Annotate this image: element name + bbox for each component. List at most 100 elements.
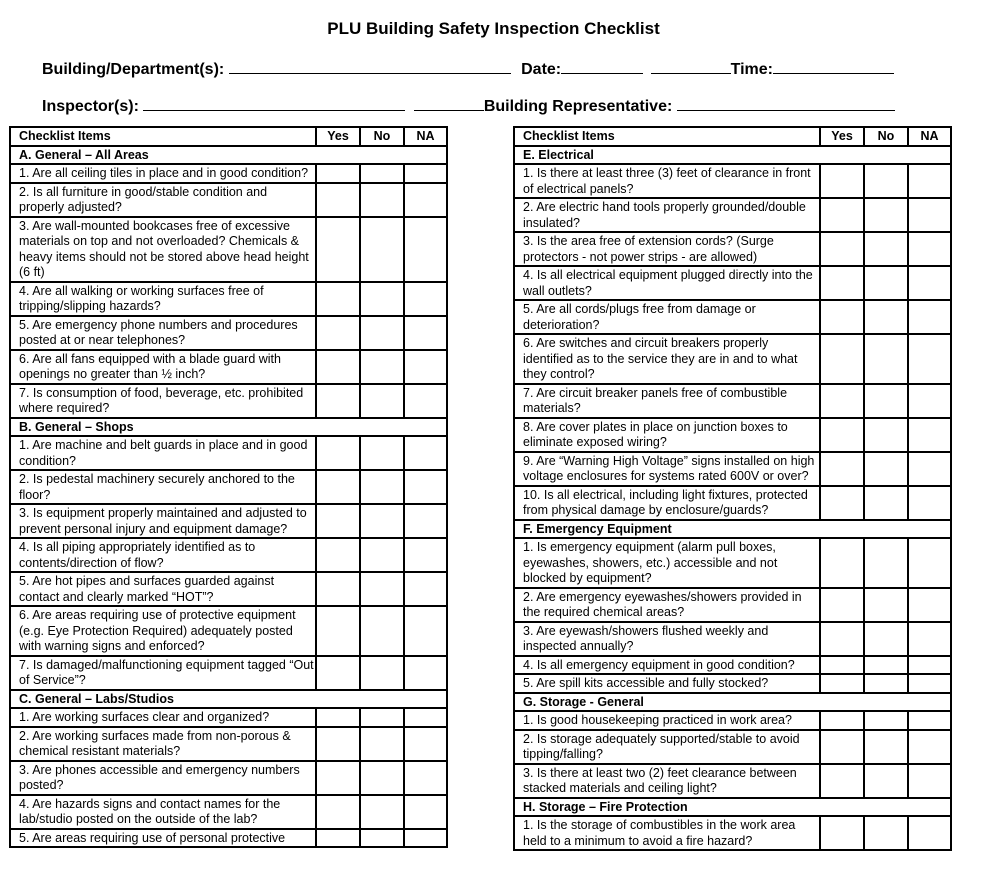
- na-checkbox-cell[interactable]: [907, 450, 952, 487]
- no-checkbox-cell[interactable]: [359, 382, 405, 419]
- yes-checkbox-cell[interactable]: [315, 605, 361, 657]
- na-checkbox-cell[interactable]: [403, 725, 448, 762]
- no-checkbox-cell[interactable]: [359, 605, 405, 657]
- na-checkbox-cell[interactable]: [403, 469, 448, 505]
- date-field-2[interactable]: [650, 59, 731, 74]
- yes-checkbox-cell[interactable]: [315, 503, 361, 539]
- no-checkbox-cell[interactable]: [359, 314, 405, 351]
- yes-checkbox-cell[interactable]: [315, 163, 361, 184]
- inspector-field[interactable]: [143, 96, 406, 111]
- no-checkbox-cell[interactable]: [359, 827, 405, 848]
- yes-checkbox-cell[interactable]: [819, 333, 865, 385]
- rep-field[interactable]: [676, 96, 895, 111]
- no-checkbox-cell[interactable]: [863, 815, 909, 851]
- no-checkbox-cell[interactable]: [359, 435, 405, 471]
- no-checkbox-cell[interactable]: [863, 762, 909, 799]
- na-checkbox-cell[interactable]: [907, 299, 952, 335]
- na-checkbox-cell[interactable]: [403, 605, 448, 657]
- no-checkbox-cell[interactable]: [863, 654, 909, 675]
- no-checkbox-cell[interactable]: [359, 469, 405, 505]
- yes-checkbox-cell[interactable]: [315, 707, 361, 728]
- yes-checkbox-cell[interactable]: [819, 163, 865, 199]
- no-checkbox-cell[interactable]: [863, 620, 909, 657]
- yes-checkbox-cell[interactable]: [315, 215, 361, 283]
- yes-checkbox-cell[interactable]: [819, 815, 865, 851]
- no-checkbox-cell[interactable]: [863, 333, 909, 385]
- yes-checkbox-cell[interactable]: [315, 654, 361, 691]
- no-checkbox-cell[interactable]: [863, 728, 909, 765]
- na-checkbox-cell[interactable]: [403, 181, 448, 218]
- na-checkbox-cell[interactable]: [907, 620, 952, 657]
- na-checkbox-cell[interactable]: [403, 537, 448, 573]
- yes-checkbox-cell[interactable]: [315, 280, 361, 317]
- no-checkbox-cell[interactable]: [863, 484, 909, 521]
- no-checkbox-cell[interactable]: [359, 537, 405, 573]
- yes-checkbox-cell[interactable]: [819, 197, 865, 233]
- yes-checkbox-cell[interactable]: [819, 299, 865, 335]
- na-checkbox-cell[interactable]: [907, 673, 952, 694]
- no-checkbox-cell[interactable]: [359, 163, 405, 184]
- na-checkbox-cell[interactable]: [907, 231, 952, 267]
- yes-checkbox-cell[interactable]: [315, 314, 361, 351]
- yes-checkbox-cell[interactable]: [315, 725, 361, 762]
- yes-checkbox-cell[interactable]: [819, 231, 865, 267]
- no-checkbox-cell[interactable]: [863, 197, 909, 233]
- yes-checkbox-cell[interactable]: [819, 484, 865, 521]
- yes-checkbox-cell[interactable]: [315, 827, 361, 848]
- yes-checkbox-cell[interactable]: [819, 728, 865, 765]
- no-checkbox-cell[interactable]: [359, 503, 405, 539]
- na-checkbox-cell[interactable]: [403, 827, 448, 848]
- na-checkbox-cell[interactable]: [403, 348, 448, 385]
- yes-checkbox-cell[interactable]: [315, 759, 361, 796]
- yes-checkbox-cell[interactable]: [819, 762, 865, 799]
- na-checkbox-cell[interactable]: [403, 654, 448, 691]
- yes-checkbox-cell[interactable]: [315, 537, 361, 573]
- no-checkbox-cell[interactable]: [863, 163, 909, 199]
- no-checkbox-cell[interactable]: [359, 181, 405, 218]
- yes-checkbox-cell[interactable]: [819, 265, 865, 301]
- yes-checkbox-cell[interactable]: [315, 469, 361, 505]
- yes-checkbox-cell[interactable]: [315, 181, 361, 218]
- na-checkbox-cell[interactable]: [907, 537, 952, 589]
- date-field-1[interactable]: [561, 59, 644, 74]
- yes-checkbox-cell[interactable]: [819, 710, 865, 731]
- no-checkbox-cell[interactable]: [863, 586, 909, 623]
- no-checkbox-cell[interactable]: [359, 571, 405, 607]
- yes-checkbox-cell[interactable]: [819, 654, 865, 675]
- na-checkbox-cell[interactable]: [403, 215, 448, 283]
- yes-checkbox-cell[interactable]: [819, 673, 865, 694]
- na-checkbox-cell[interactable]: [907, 416, 952, 453]
- no-checkbox-cell[interactable]: [359, 725, 405, 762]
- no-checkbox-cell[interactable]: [359, 215, 405, 283]
- no-checkbox-cell[interactable]: [863, 231, 909, 267]
- na-checkbox-cell[interactable]: [907, 163, 952, 199]
- no-checkbox-cell[interactable]: [863, 710, 909, 731]
- na-checkbox-cell[interactable]: [403, 503, 448, 539]
- na-checkbox-cell[interactable]: [403, 707, 448, 728]
- no-checkbox-cell[interactable]: [359, 654, 405, 691]
- yes-checkbox-cell[interactable]: [315, 793, 361, 830]
- na-checkbox-cell[interactable]: [907, 728, 952, 765]
- na-checkbox-cell[interactable]: [907, 382, 952, 419]
- na-checkbox-cell[interactable]: [907, 333, 952, 385]
- yes-checkbox-cell[interactable]: [315, 435, 361, 471]
- yes-checkbox-cell[interactable]: [315, 571, 361, 607]
- no-checkbox-cell[interactable]: [359, 759, 405, 796]
- na-checkbox-cell[interactable]: [403, 793, 448, 830]
- na-checkbox-cell[interactable]: [907, 484, 952, 521]
- na-checkbox-cell[interactable]: [907, 654, 952, 675]
- na-checkbox-cell[interactable]: [907, 586, 952, 623]
- na-checkbox-cell[interactable]: [907, 710, 952, 731]
- no-checkbox-cell[interactable]: [863, 537, 909, 589]
- no-checkbox-cell[interactable]: [359, 707, 405, 728]
- time-field[interactable]: [772, 59, 894, 74]
- no-checkbox-cell[interactable]: [359, 348, 405, 385]
- inspector-field-2[interactable]: [413, 96, 484, 111]
- yes-checkbox-cell[interactable]: [315, 382, 361, 419]
- na-checkbox-cell[interactable]: [907, 815, 952, 851]
- yes-checkbox-cell[interactable]: [819, 450, 865, 487]
- na-checkbox-cell[interactable]: [403, 382, 448, 419]
- na-checkbox-cell[interactable]: [403, 571, 448, 607]
- yes-checkbox-cell[interactable]: [819, 382, 865, 419]
- no-checkbox-cell[interactable]: [863, 450, 909, 487]
